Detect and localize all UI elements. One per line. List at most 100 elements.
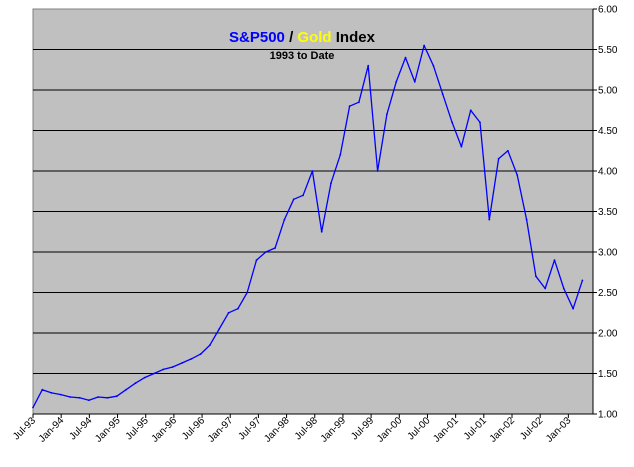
data-point xyxy=(479,121,481,124)
x-tick-label: Jul-97 xyxy=(236,415,263,442)
data-point xyxy=(469,109,472,112)
data-point xyxy=(60,393,62,396)
y-tick-label: 3.50 xyxy=(598,207,618,218)
y-tick-label: 2.50 xyxy=(598,288,618,299)
y-tick-label: 1.50 xyxy=(598,369,618,380)
data-point xyxy=(535,275,537,278)
x-tick-label: Jan-96 xyxy=(150,415,180,445)
data-point xyxy=(218,328,221,330)
x-tick-label: Jul-93 xyxy=(11,415,38,442)
data-point xyxy=(488,218,491,221)
data-point xyxy=(516,174,519,176)
series-line xyxy=(32,44,584,408)
data-point xyxy=(181,362,183,364)
data-point xyxy=(50,392,53,394)
data-point xyxy=(348,105,351,108)
x-tick-label: Jul-96 xyxy=(180,415,207,442)
y-tick-label: 3.00 xyxy=(598,248,618,259)
title-part-index: Index xyxy=(332,29,376,46)
data-point xyxy=(497,157,500,160)
data-point xyxy=(78,396,81,399)
data-point xyxy=(41,388,44,391)
x-tick-label: Jan-00 xyxy=(375,415,405,445)
data-point xyxy=(413,81,416,83)
data-point xyxy=(246,291,249,294)
data-point xyxy=(423,44,425,47)
data-point xyxy=(255,259,258,261)
data-point xyxy=(311,170,314,172)
y-tick-label: 5.00 xyxy=(598,86,618,97)
chart-title: S&P500 / Gold Index xyxy=(229,29,376,46)
data-point xyxy=(106,396,109,399)
data-point xyxy=(395,81,398,83)
x-tick-label: Jan-98 xyxy=(262,415,292,445)
data-point xyxy=(404,56,407,59)
title-part-sp500: S&P500 xyxy=(229,29,285,46)
data-point xyxy=(115,395,118,398)
data-point xyxy=(376,170,379,172)
data-point xyxy=(190,358,193,360)
x-tick-label: Jan-94 xyxy=(37,415,67,445)
x-tick-label: Jul-94 xyxy=(67,415,94,442)
data-point xyxy=(460,145,463,148)
chart-subtitle: 1993 to Date xyxy=(270,50,335,62)
data-point xyxy=(209,344,211,346)
data-point xyxy=(134,382,137,385)
title-part-slash: / xyxy=(285,29,298,46)
data-point xyxy=(32,406,34,409)
x-tick-label: Jan-02 xyxy=(488,415,518,445)
data-point xyxy=(227,311,230,314)
data-point xyxy=(330,182,332,185)
x-tick-label: Jan-99 xyxy=(319,415,349,445)
data-point xyxy=(572,307,574,310)
y-tick-label: 6.00 xyxy=(598,5,618,16)
x-tick-label: Jan-03 xyxy=(544,415,574,445)
data-point xyxy=(339,153,342,156)
data-point xyxy=(553,259,556,261)
data-point xyxy=(451,121,453,124)
x-tick-label: Jan-01 xyxy=(431,415,461,445)
data-point xyxy=(274,247,276,249)
data-point xyxy=(199,353,202,355)
x-tick-label: Jan-95 xyxy=(93,415,123,445)
data-point xyxy=(441,93,444,95)
data-point xyxy=(367,64,370,67)
data-point xyxy=(88,399,90,402)
data-point xyxy=(237,307,239,310)
y-tick-label: 2.00 xyxy=(598,329,618,340)
data-point xyxy=(143,376,146,379)
data-point xyxy=(432,64,435,67)
data-point xyxy=(171,366,174,368)
data-point xyxy=(302,194,304,197)
data-point xyxy=(358,101,360,104)
data-point xyxy=(125,388,127,391)
data-point xyxy=(507,149,509,152)
x-tick-label: Jul-98 xyxy=(293,415,320,442)
data-point xyxy=(525,218,528,221)
x-tick-label: Jul-95 xyxy=(124,415,151,442)
data-point xyxy=(544,287,547,290)
x-tick-label: Jan-97 xyxy=(206,415,236,445)
x-tick-label: Jul-01 xyxy=(462,415,489,442)
y-tick-label: 1.00 xyxy=(598,410,618,421)
data-point xyxy=(292,198,295,201)
y-tick-label: 4.00 xyxy=(598,167,618,178)
data-point xyxy=(69,396,72,398)
data-point xyxy=(320,230,323,233)
data-point xyxy=(162,368,165,371)
x-tick-label: Jul-99 xyxy=(349,415,376,442)
data-point xyxy=(153,372,156,375)
data-point xyxy=(97,396,100,398)
title-part-gold: Gold xyxy=(297,29,331,46)
x-tick-label: Jul-00 xyxy=(406,415,433,442)
data-point xyxy=(581,279,584,282)
y-tick-label: 5.50 xyxy=(598,45,618,56)
data-point xyxy=(283,218,286,221)
data-point xyxy=(562,287,565,290)
data-point xyxy=(386,113,388,116)
data-point xyxy=(264,251,267,253)
x-tick-label: Jul-02 xyxy=(518,415,545,442)
y-tick-label: 4.50 xyxy=(598,126,618,137)
